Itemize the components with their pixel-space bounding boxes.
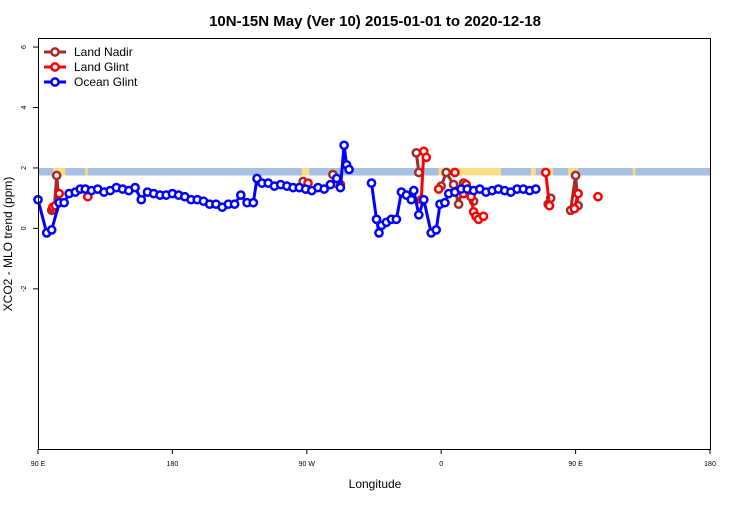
data-point-2-1-1 bbox=[371, 214, 382, 225]
data-point-2-0-51 bbox=[339, 140, 349, 151]
y-tick-label-3: 4 bbox=[21, 105, 28, 109]
legend-marker-0 bbox=[50, 47, 60, 57]
legend-label-0: Land Nadir bbox=[74, 45, 133, 59]
data-point-1-8-0 bbox=[478, 211, 489, 222]
x-axis-title: Longitude bbox=[349, 477, 402, 491]
reference-band-land-1 bbox=[85, 167, 88, 176]
data-point-2-1-10 bbox=[408, 185, 419, 196]
data-point-1-11-0 bbox=[593, 191, 603, 202]
data-point-2-0-2 bbox=[46, 225, 57, 235]
series-ocean-glint bbox=[33, 140, 541, 238]
data-point-2-0-33 bbox=[235, 190, 246, 200]
legend-label-1: Land Glint bbox=[74, 60, 129, 74]
x-tick-label-2: 90 W bbox=[299, 461, 316, 468]
data-point-2-1-0 bbox=[366, 178, 377, 188]
reference-band-land-3 bbox=[438, 167, 501, 176]
data-point-2-1-31 bbox=[530, 184, 541, 194]
data-point-1-10-0 bbox=[569, 203, 580, 214]
data-point-2-1-9 bbox=[406, 194, 417, 205]
data-point-2-0-49 bbox=[331, 173, 342, 184]
data-point-2-0-48 bbox=[325, 179, 336, 190]
reference-band-layer bbox=[39, 167, 710, 176]
data-point-2-1-14 bbox=[431, 225, 442, 235]
reference-band bbox=[39, 167, 710, 176]
data-point-2-0-16 bbox=[130, 182, 140, 193]
data-point-2-1-16 bbox=[440, 197, 450, 208]
data-point-2-0-32 bbox=[229, 199, 240, 210]
x-tick-label-3: 0 bbox=[439, 461, 443, 468]
data-point-2-0-35 bbox=[248, 197, 259, 208]
data-point-2-1-6 bbox=[391, 214, 402, 225]
data-point-2-0-17 bbox=[136, 194, 147, 205]
data-point-0-6-1 bbox=[570, 170, 581, 181]
data-point-0-4-1 bbox=[441, 167, 452, 178]
data-point-0-4-2 bbox=[448, 179, 459, 190]
x-tick-label-4: 90 E bbox=[568, 461, 583, 468]
data-point-2-1-11 bbox=[413, 209, 424, 220]
data-point-2-0-53 bbox=[344, 164, 354, 175]
y-axis-title: XCO2 - MLO trend (ppm) bbox=[1, 177, 15, 312]
series-line-1-9 bbox=[544, 172, 551, 206]
data-point-2-0-4 bbox=[59, 197, 69, 208]
data-point-1-10-1 bbox=[573, 188, 583, 199]
data-point-2-1-2 bbox=[374, 228, 384, 238]
y-tick-label-0: -2 bbox=[21, 286, 28, 292]
data-point-1-0-2 bbox=[54, 188, 65, 199]
data-point-1-6-0 bbox=[450, 167, 460, 178]
x-axis: 90 E 180 90 W 0 90 E 180 bbox=[31, 449, 716, 468]
y-tick-label-1: 0 bbox=[21, 226, 28, 230]
series-layer bbox=[33, 140, 603, 238]
reference-band-land-2 bbox=[301, 167, 310, 176]
y-tick-label-4: 6 bbox=[21, 45, 28, 49]
reference-band-land-7 bbox=[632, 167, 636, 176]
data-point-2-0-47 bbox=[319, 184, 330, 194]
data-point-0-3-0 bbox=[411, 147, 422, 158]
data-point-2-1-12 bbox=[418, 194, 429, 205]
y-axis: -2 0 2 4 6 bbox=[21, 45, 38, 292]
data-point-0-0-2 bbox=[51, 170, 62, 181]
x-tick-label-1: 180 bbox=[167, 461, 179, 468]
legend-label-2: Ocean Glint bbox=[74, 75, 138, 89]
data-point-1-9-0 bbox=[540, 167, 551, 178]
reference-band-land-6 bbox=[530, 167, 536, 176]
data-point-0-4-3 bbox=[453, 199, 464, 210]
data-point-1-4-2 bbox=[421, 152, 432, 163]
legend-marker-1 bbox=[50, 62, 60, 72]
data-point-1-5-0 bbox=[433, 184, 444, 194]
y-tick-label-2: 2 bbox=[21, 166, 28, 170]
x-tick-label-5: 180 bbox=[704, 461, 716, 468]
plot-frame bbox=[38, 38, 711, 450]
data-point-1-9-1 bbox=[544, 200, 555, 211]
data-point-2-0-50 bbox=[335, 182, 346, 193]
x-tick-label-0: 90 E bbox=[31, 461, 46, 468]
chart-title: 10N-15N May (Ver 10) 2015-01-01 to 2020-… bbox=[209, 13, 541, 30]
legend-marker-2 bbox=[50, 77, 60, 87]
